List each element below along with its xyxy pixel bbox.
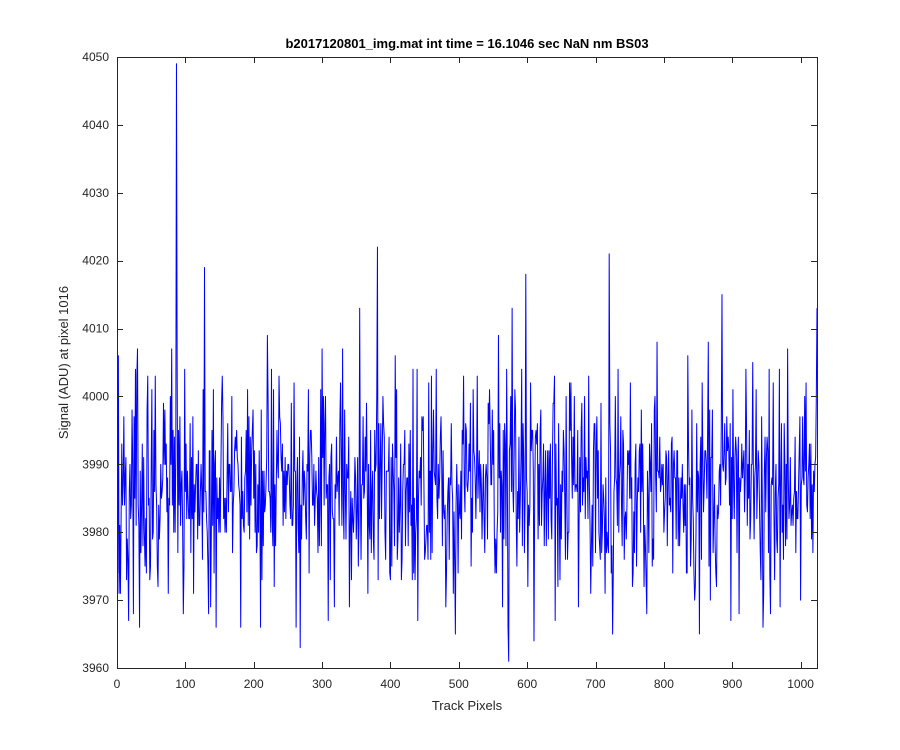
y-tick-label: 3960 xyxy=(82,661,109,675)
y-tick-label: 4000 xyxy=(82,389,109,403)
x-tick-label: 100 xyxy=(175,677,195,691)
x-tick-label: 300 xyxy=(312,677,332,691)
y-tick-label: 4020 xyxy=(82,254,109,268)
x-tick-label: 500 xyxy=(449,677,469,691)
x-tick-label: 1000 xyxy=(787,677,814,691)
y-axis-ticks: 3960 3970 3980 3990 4000 4010 4020 4030 4040 4050 xyxy=(82,50,817,675)
x-tick-label: 700 xyxy=(586,677,606,691)
x-tick-label: 800 xyxy=(654,677,674,691)
axes-box xyxy=(117,57,818,669)
x-axis-ticks: 0 100 200 300 400 500 600 700 800 900 1000 xyxy=(114,57,814,691)
signal-series-line xyxy=(117,63,817,662)
plot-area xyxy=(117,63,817,662)
y-tick-label: 3990 xyxy=(82,457,109,471)
chart-title: b2017120801_img.mat int time = 16.1046 s… xyxy=(285,36,648,51)
y-tick-label: 4040 xyxy=(82,118,109,132)
x-tick-label: 600 xyxy=(517,677,537,691)
x-tick-label: 900 xyxy=(722,677,742,691)
axes-background xyxy=(117,57,817,668)
y-axis-label: Signal (ADU) at pixel 1016 xyxy=(56,286,71,439)
y-tick-label: 4050 xyxy=(82,50,109,64)
y-tick-label: 4030 xyxy=(82,186,109,200)
x-tick-label: 400 xyxy=(380,677,400,691)
y-tick-label: 3980 xyxy=(82,525,109,539)
x-axis-label: Track Pixels xyxy=(432,698,503,713)
x-tick-label: 0 xyxy=(114,677,121,691)
y-tick-label: 4010 xyxy=(82,322,109,336)
y-tick-label: 3970 xyxy=(82,593,109,607)
x-tick-label: 200 xyxy=(244,677,264,691)
